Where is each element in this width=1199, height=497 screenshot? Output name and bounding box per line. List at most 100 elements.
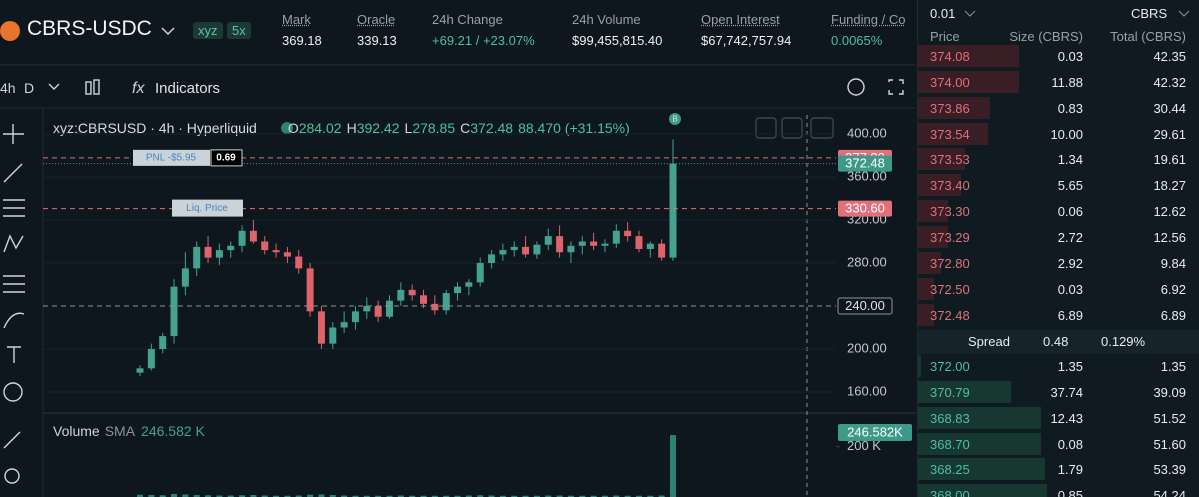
book-price[interactable]: 374.08 [930, 49, 970, 64]
candle-body [624, 231, 631, 236]
ruler-tool[interactable] [4, 432, 20, 448]
stat-value: 369.18 [282, 33, 322, 48]
book-total: 54.24 [1153, 488, 1186, 497]
stat-label: 24h Change [432, 12, 503, 27]
spread-label: Spread [968, 334, 1010, 349]
fib-tool[interactable] [3, 200, 25, 216]
stat-value: $99,455,815.40 [572, 33, 662, 48]
book-size: 0.03 [1058, 49, 1083, 64]
candle-body [137, 368, 144, 372]
trade-marker-label: B [672, 115, 677, 124]
indicators-icon[interactable]: fx [132, 80, 145, 97]
book-price[interactable]: 374.00 [930, 75, 970, 90]
volume-badge-label: 246.582K [847, 424, 903, 439]
tick-chevron[interactable] [964, 10, 976, 18]
candle-body [443, 293, 450, 310]
candle-body [284, 252, 291, 256]
chart-type-icon[interactable] [86, 82, 91, 94]
book-price[interactable]: 373.54 [930, 127, 970, 142]
text-tool[interactable] [7, 347, 21, 363]
stat-value: +69.21 / +23.07% [432, 33, 535, 48]
book-price[interactable]: 368.70 [930, 437, 970, 452]
leverage-badge[interactable]: 5x [227, 22, 251, 39]
interval-chevron[interactable] [49, 84, 59, 89]
crosshair-tool[interactable] [3, 124, 24, 144]
spread-percent: 0.129% [1101, 334, 1145, 349]
book-price[interactable]: 373.30 [930, 204, 970, 219]
chart-title: xyz:CBRSUSD · 4h · Hyperliquid [53, 120, 257, 136]
book-price[interactable]: 368.83 [930, 411, 970, 426]
settings-button[interactable] [811, 118, 833, 138]
symbol[interactable]: CBRS-USDC [27, 17, 152, 41]
candle-body [431, 304, 438, 310]
drawing-tools[interactable] [3, 124, 25, 483]
y-tick-label: 400.00 [847, 125, 887, 140]
indicators-button[interactable]: Indicators [155, 80, 220, 97]
candle-body [454, 287, 461, 293]
interval[interactable]: 4h [0, 80, 16, 96]
candle-body [397, 290, 404, 301]
book-price[interactable]: 370.79 [930, 385, 970, 400]
candle-body [295, 257, 302, 269]
ohlc-label: O [288, 120, 299, 136]
chart-type-icon[interactable] [94, 80, 99, 94]
book-price[interactable]: 373.40 [930, 178, 970, 193]
ohlc-value: 284.02 [299, 120, 342, 136]
trendline-tool[interactable] [4, 164, 22, 182]
book-price[interactable]: 372.48 [930, 308, 970, 323]
candle-body [635, 236, 642, 249]
column-header: Size (CBRS) [1009, 29, 1083, 44]
book-total: 51.52 [1153, 411, 1186, 426]
candle-body [647, 244, 654, 249]
stat-label: Oracle [357, 12, 395, 27]
brush-tool[interactable] [4, 313, 24, 328]
y-tick-label: 280.00 [847, 254, 887, 269]
book-price[interactable]: 373.29 [930, 230, 970, 245]
book-size: 5.65 [1058, 178, 1083, 193]
candle-body [227, 246, 234, 250]
unit-select[interactable]: CBRS [1131, 6, 1167, 21]
book-price[interactable]: 368.25 [930, 462, 970, 477]
tick-size[interactable]: 0.01 [930, 6, 955, 21]
ohlc-change: 88.470 (+31.15%) [518, 120, 630, 136]
candle-body [261, 242, 268, 251]
unit-chevron[interactable] [1178, 10, 1190, 18]
scroll-button[interactable] [756, 118, 776, 138]
candle-body [329, 328, 336, 344]
book-price[interactable]: 372.80 [930, 256, 970, 271]
coin-logo [0, 21, 20, 41]
liq-label: Liq. Price [186, 203, 228, 214]
book-size: 1.79 [1058, 462, 1083, 477]
pattern-tool[interactable] [4, 236, 23, 252]
candle-body [375, 306, 382, 317]
book-price[interactable]: 373.86 [930, 101, 970, 116]
book-size: 0.83 [1058, 101, 1083, 116]
book-price[interactable]: 368.00 [930, 488, 970, 497]
book-total: 30.44 [1153, 101, 1186, 116]
candle-body [590, 242, 597, 246]
candle-body [511, 247, 518, 250]
candle-body [250, 231, 257, 242]
projection-tool[interactable] [3, 276, 25, 292]
candle-body [477, 263, 484, 282]
zoom-tool[interactable] [5, 469, 19, 483]
book-size: 6.89 [1058, 308, 1083, 323]
candle-body [159, 336, 166, 349]
ohlc-label: C [460, 120, 470, 136]
book-price[interactable]: 372.50 [930, 282, 970, 297]
collapse-button[interactable] [782, 118, 802, 138]
book-price[interactable]: 373.53 [930, 152, 970, 167]
stat-label: Mark [282, 12, 311, 27]
book-total: 19.61 [1153, 152, 1186, 167]
emoji-tool[interactable] [4, 383, 22, 401]
book-size: 0.06 [1058, 204, 1083, 219]
book-size: 0.08 [1058, 437, 1083, 452]
book-total: 12.62 [1153, 204, 1186, 219]
candle-body [341, 322, 348, 327]
fullscreen-icon[interactable] [889, 80, 903, 94]
book-size: 1.34 [1058, 152, 1083, 167]
book-price[interactable]: 372.00 [930, 359, 970, 374]
alert-icon[interactable] [848, 79, 864, 95]
period[interactable]: D [24, 80, 34, 96]
symbol-chevron[interactable] [160, 26, 176, 36]
